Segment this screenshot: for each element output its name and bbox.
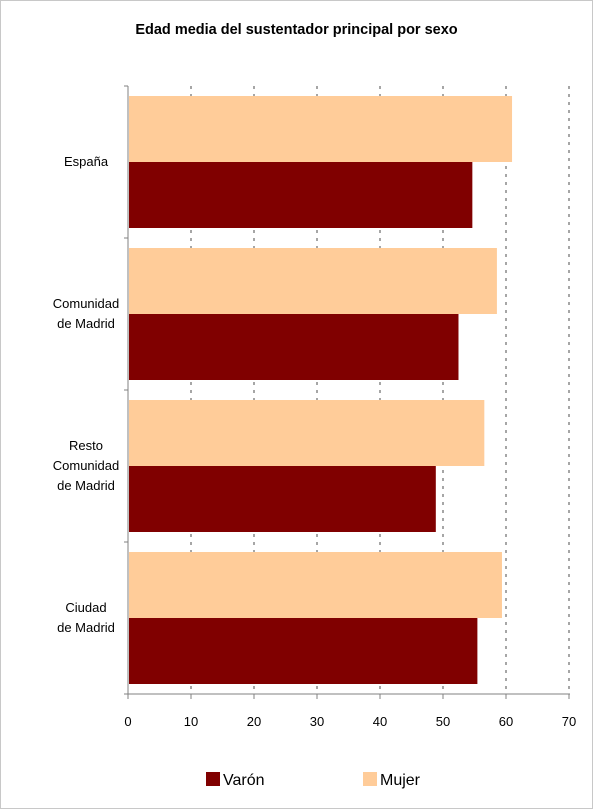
category-label: de Madrid: [57, 478, 115, 493]
bar-mujer: [129, 400, 485, 466]
x-tick-label: 70: [562, 714, 576, 729]
category-label: Comunidad: [53, 458, 120, 473]
legend-swatch-varon: [206, 772, 220, 786]
x-tick-label: 10: [184, 714, 198, 729]
chart-title: Edad media del sustentador principal por…: [135, 22, 458, 38]
category-label: de Madrid: [57, 620, 115, 635]
x-tick-label: 20: [247, 714, 261, 729]
x-tick-label: 40: [373, 714, 387, 729]
category-label: España: [64, 154, 109, 169]
bar-mujer: [129, 96, 513, 162]
bar-mujer: [129, 552, 502, 618]
x-tick-label: 0: [124, 714, 131, 729]
x-tick-label: 50: [436, 714, 450, 729]
category-label: Resto: [69, 438, 103, 453]
x-tick-label: 60: [499, 714, 513, 729]
bar-varon: [129, 314, 459, 380]
category-label: de Madrid: [57, 316, 115, 331]
legend-swatch-mujer: [363, 772, 377, 786]
category-label: Comunidad: [53, 296, 120, 311]
x-tick-label: 30: [310, 714, 324, 729]
legend-label-varon: Varón: [223, 772, 265, 789]
category-label: Ciudad: [65, 600, 106, 615]
bar-varon: [129, 618, 478, 684]
bar-varon: [129, 162, 473, 228]
bar-varon: [129, 466, 436, 532]
bar-mujer: [129, 248, 497, 314]
legend-label-mujer: Mujer: [380, 772, 421, 789]
